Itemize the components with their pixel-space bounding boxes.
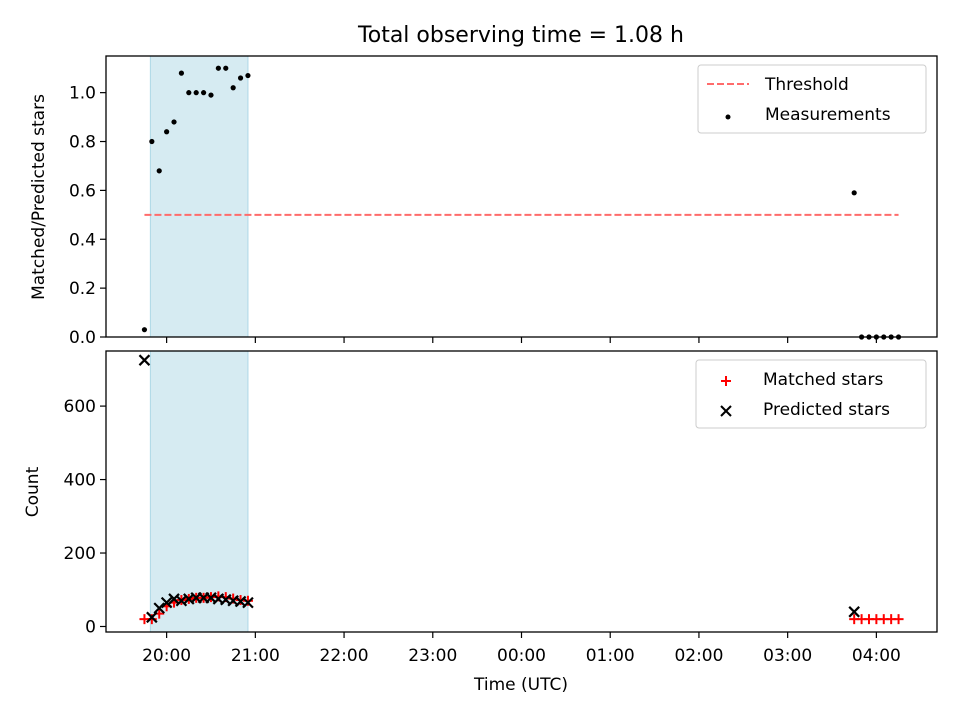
measurement-point (851, 190, 857, 196)
predicted-star-point (138, 354, 151, 366)
predicted-star-point (160, 596, 173, 609)
ratio-panel-ylabel: Matched/Predicted stars (29, 94, 49, 300)
measurement-point (223, 65, 229, 71)
count-panel-xtick-label: 04:00 (852, 646, 901, 666)
ratio-panel-ytick-label: 1.0 (69, 84, 96, 104)
count-panel-observing-window (149, 350, 249, 633)
ratio-panel-ytick-label: 0.2 (69, 279, 96, 299)
predicted-star-point (153, 602, 166, 614)
measurement-point (215, 65, 221, 71)
figure-title: Total observing time = 1.08 h (357, 23, 684, 48)
measurements-legend-swatch (725, 114, 731, 120)
count-panel-xlabel: Time (UTC) (473, 675, 568, 695)
count-panel-xtick-label: 02:00 (674, 646, 723, 666)
threshold-legend-label: Threshold (764, 75, 849, 95)
measurement-point (178, 70, 185, 76)
count-panel: 0 200 400 600 20:00 21:00 22:00 23:00 00:00 01:0… (23, 350, 938, 695)
count-panel-xtick-label: 23:00 (408, 646, 457, 666)
count-panel-legend: Matched stars Predicted stars (695, 359, 927, 429)
matched-legend-label: Matched stars (763, 370, 883, 390)
predicted-star-point (848, 606, 860, 618)
ratio-panel-legend: Threshold Measurements (697, 64, 927, 134)
ratio-panel-ytick-label: 0.0 (69, 328, 96, 348)
ratio-panel-observing-window (149, 55, 249, 338)
count-panel-xtick-label: 01:00 (586, 646, 635, 666)
matched-star-point (893, 614, 904, 625)
measurement-point (171, 119, 177, 125)
count-panel-ytick-label: 0 (85, 617, 96, 637)
measurement-point (208, 92, 214, 98)
ratio-panel-ytick-label: 0.6 (69, 181, 96, 201)
count-panel-ytick-label: 400 (64, 471, 96, 491)
count-panel-ylabel: Count (23, 466, 43, 517)
predicted-legend-swatch (720, 405, 732, 417)
measurement-point (230, 85, 236, 91)
predicted-star-point (242, 596, 254, 609)
count-panel-xtick-label: 22:00 (320, 646, 369, 666)
count-panel-ytick-label: 200 (64, 544, 96, 564)
measurement-point (193, 90, 199, 96)
measurement-point (141, 327, 148, 333)
measurement-point (149, 138, 155, 145)
count-panel-xtick-label: 21:00 (231, 646, 280, 666)
ratio-panel-ytick-label: 0.4 (69, 230, 96, 250)
measurement-point (245, 72, 251, 79)
count-panel-xtick-label: 03:00 (763, 646, 812, 666)
measurements-legend-label: Measurements (765, 105, 891, 125)
count-panel-ytick-label: 600 (64, 397, 96, 417)
predicted-star-point (146, 611, 158, 624)
measurement-point (237, 75, 244, 81)
measurement-point (200, 90, 207, 96)
matched-legend-swatch (721, 376, 731, 386)
ratio-panel: 0.0 0.2 0.4 0.6 0.8 1.0 Matched/Predicted sta… (29, 55, 938, 348)
count-panel-xtick-label: 00:00 (497, 646, 546, 666)
measurement-point (164, 129, 170, 135)
count-panel-xtick-label: 20:00 (142, 646, 191, 666)
measurement-point (156, 168, 162, 174)
predicted-legend-label: Predicted stars (763, 400, 890, 420)
measurement-point (186, 90, 192, 96)
ratio-panel-ytick-label: 0.8 (69, 133, 96, 153)
